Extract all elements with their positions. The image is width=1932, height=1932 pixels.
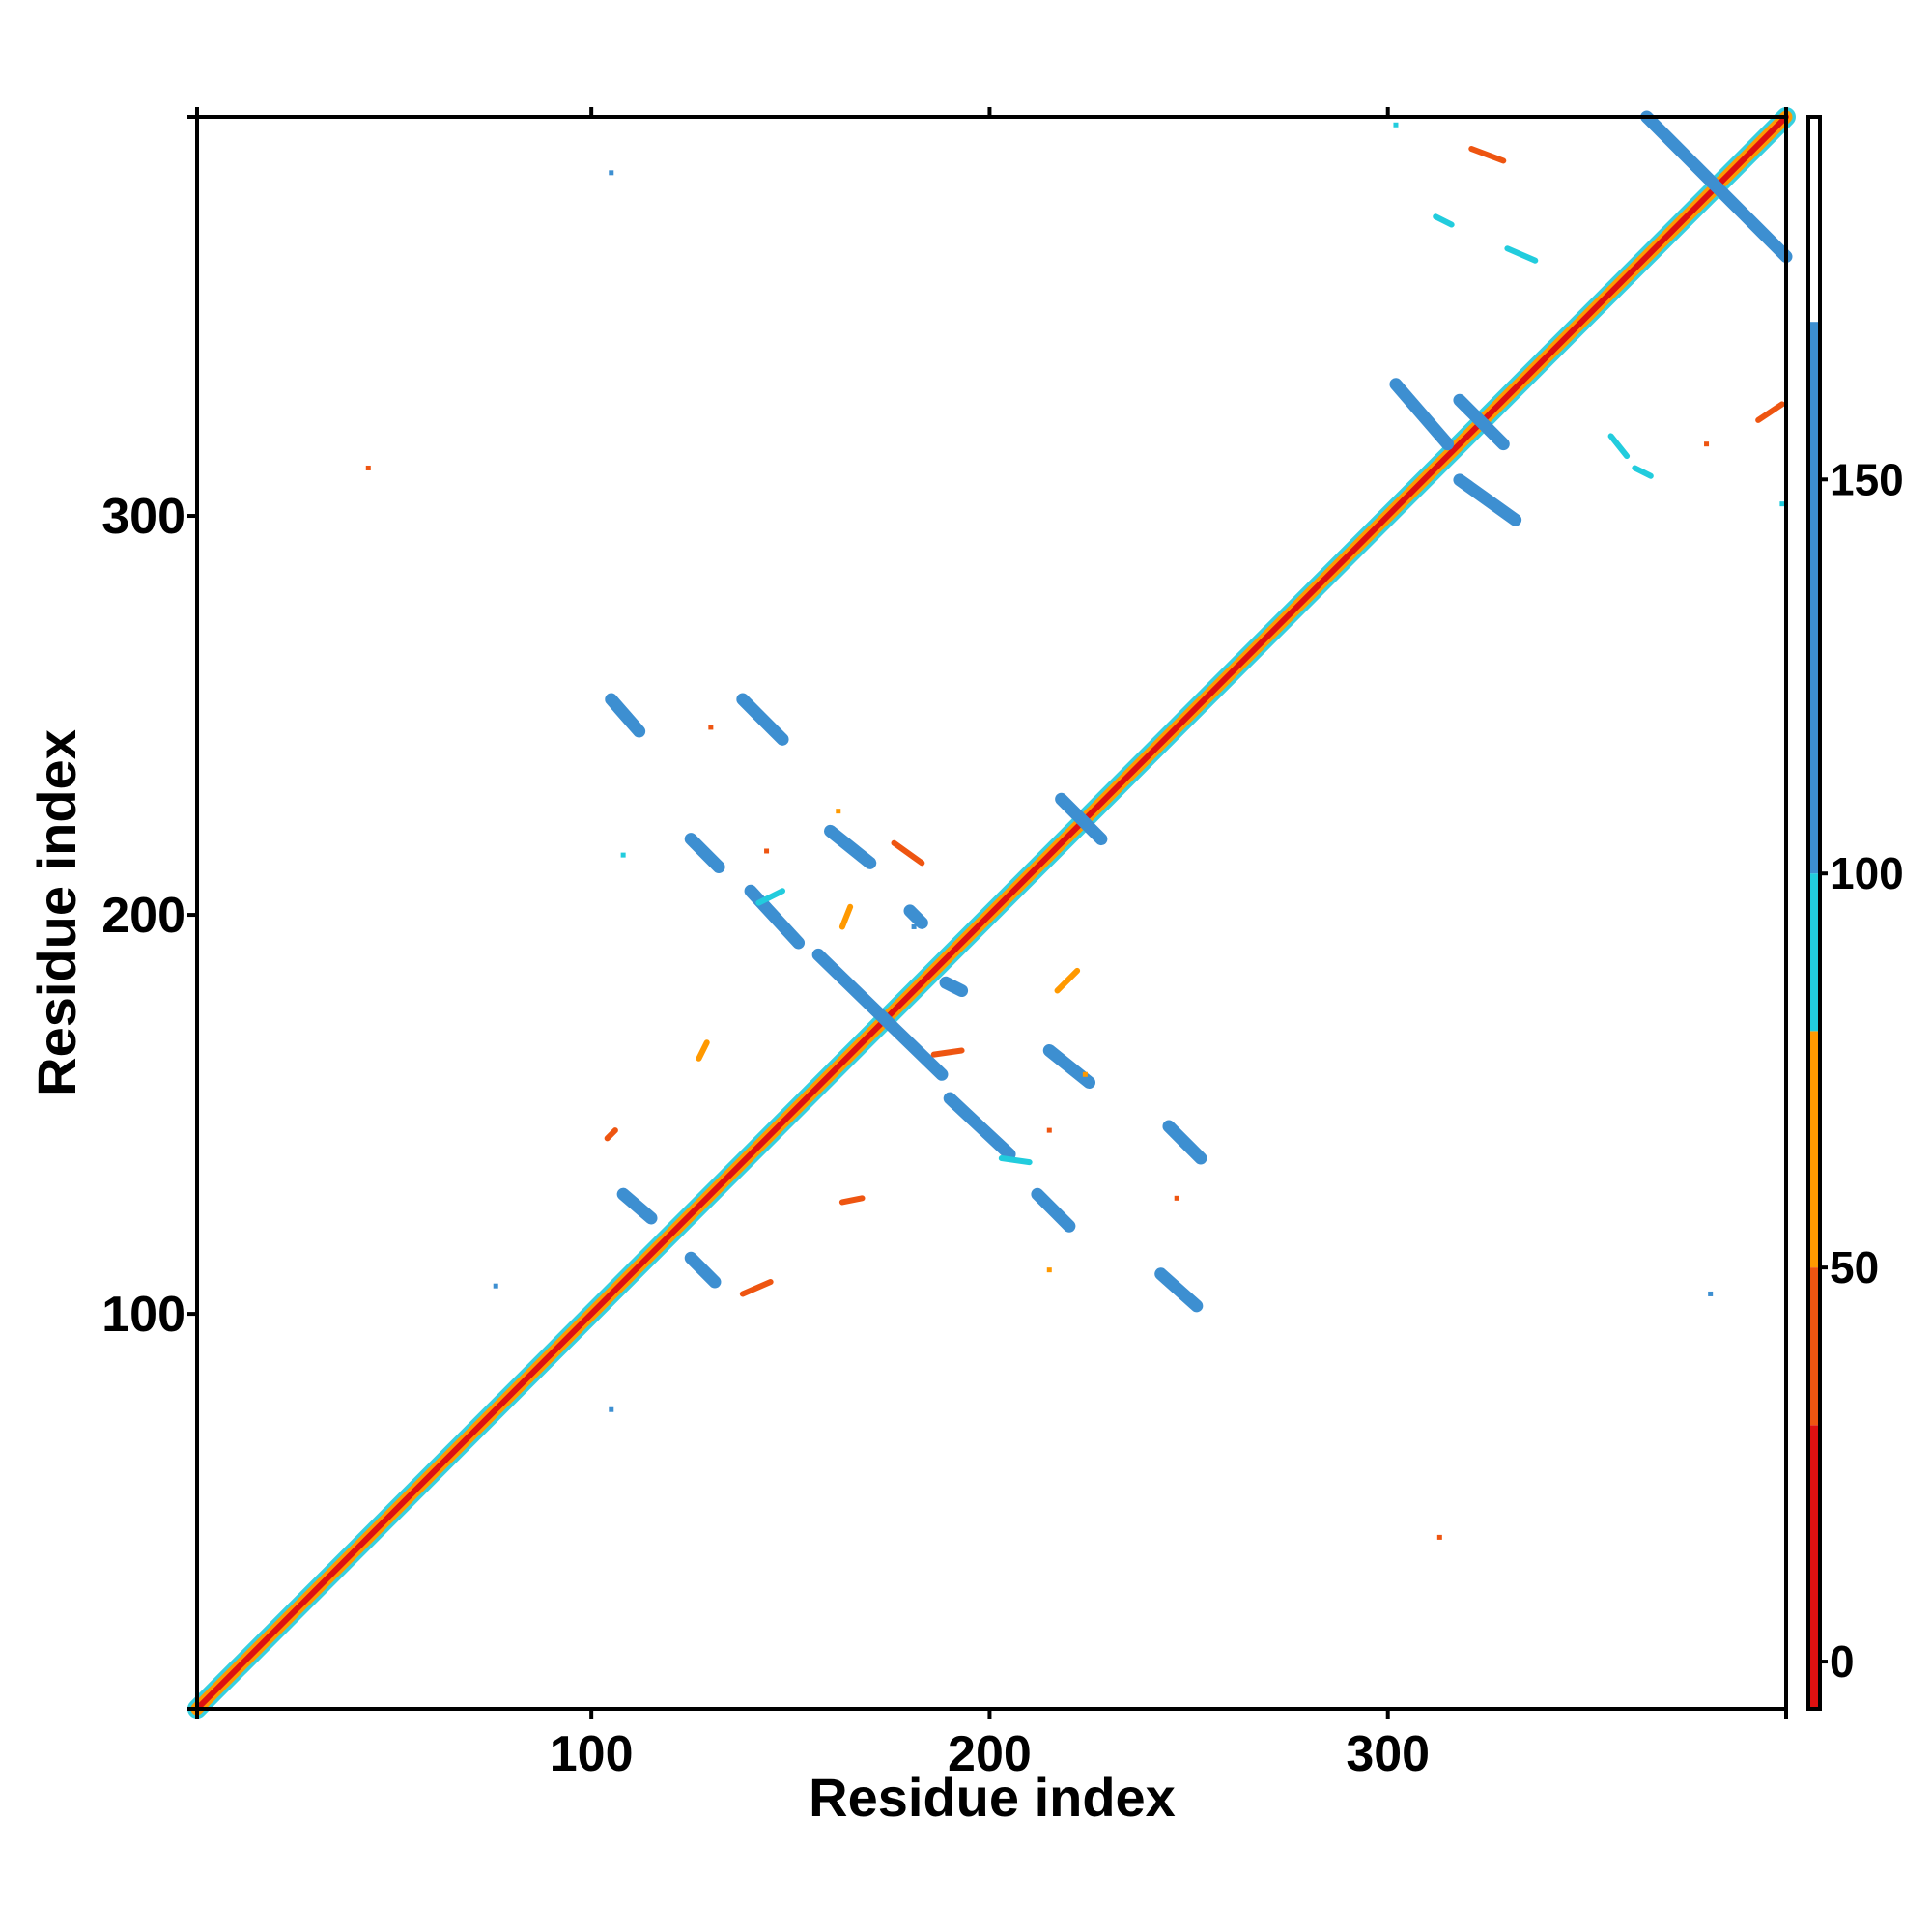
contact-segment-26 <box>838 903 854 930</box>
contact-segment-16 <box>1453 393 1510 451</box>
contact-segment-25 <box>1054 967 1081 994</box>
contact-point-10 <box>1046 1127 1052 1133</box>
contact-segment-22 <box>1607 433 1631 460</box>
x-tick-label-2: 300 <box>1346 1726 1430 1782</box>
y-tick-label-0: 100 <box>101 1287 185 1343</box>
colorbar: 0 50 100 150 <box>1806 115 1904 1711</box>
contact-segment-18 <box>1468 146 1507 164</box>
contact-segment-9 <box>616 1187 658 1225</box>
contact-point-17 <box>911 923 917 929</box>
colorbar-band-2 <box>1808 1031 1820 1268</box>
contact-segment-21 <box>1433 213 1455 228</box>
contact-segment-20 <box>1504 245 1539 264</box>
contact-segment-2 <box>684 833 725 874</box>
contact-point-9 <box>1046 1267 1052 1273</box>
colorbar-frame <box>1806 115 1822 1711</box>
plot-frame <box>195 115 1788 1711</box>
colorbar-band-1 <box>1808 1267 1820 1426</box>
contact-segment-13 <box>1389 378 1455 451</box>
x-axis-label: Residue index <box>809 1767 1176 1828</box>
colorbar-tick-label-0: 0 <box>1830 1636 1855 1687</box>
contact-point-14 <box>1393 122 1399 128</box>
contact-segment-8 <box>1162 1120 1208 1165</box>
plot-area <box>187 107 1796 1719</box>
contact-segment-23 <box>1632 465 1654 479</box>
contact-segment-29 <box>838 1195 866 1206</box>
contact-segment-34 <box>998 1155 1033 1166</box>
contact-segment-6 <box>943 1092 1016 1161</box>
contact-point-11 <box>1174 1195 1179 1201</box>
x-tick-label-0: 100 <box>550 1726 634 1782</box>
x-tick-label-1: 200 <box>948 1726 1032 1782</box>
contact-segment-30 <box>696 1039 710 1062</box>
colorbar-band-3 <box>1808 873 1820 1032</box>
contact-segment-31 <box>930 1047 965 1058</box>
contact-segment-17 <box>1055 792 1108 846</box>
colorbar-tick-label-1: 50 <box>1830 1242 1879 1293</box>
contact-point-12 <box>1082 1071 1088 1077</box>
contact-segment-28 <box>604 1127 618 1142</box>
contact-point-7 <box>708 724 714 730</box>
x-axis: 100 200 300 <box>195 107 1788 1782</box>
contact-point-16 <box>836 809 841 814</box>
contact-segment-10 <box>684 1251 722 1289</box>
contact-segment-1 <box>736 693 789 746</box>
contact-segment-3 <box>824 824 877 869</box>
contact-point-13 <box>1704 441 1710 447</box>
contact-segment-11 <box>1031 1187 1076 1233</box>
y-axis: 100 200 300 <box>101 115 197 1711</box>
contact-segment-7 <box>1042 1043 1096 1090</box>
contact-point-4 <box>1708 1291 1714 1296</box>
contact-segment-14 <box>1453 473 1522 526</box>
contact-segment-33 <box>903 904 928 929</box>
contact-segment-4 <box>744 884 806 950</box>
contact-segment-5 <box>811 948 949 1081</box>
y-tick-label-2: 300 <box>101 489 185 545</box>
contact-segment-12 <box>1154 1267 1204 1313</box>
contact-segment-19 <box>1755 401 1785 423</box>
contact-segment-32 <box>739 1279 774 1297</box>
y-axis-label: Residue index <box>26 729 87 1096</box>
contact-segment-24 <box>891 839 925 867</box>
contact-point-15 <box>1779 501 1785 507</box>
colorbar-band-4 <box>1808 322 1820 874</box>
diagonal-band-core <box>194 114 1789 1712</box>
contact-segment-27 <box>755 888 786 906</box>
contact-point-6 <box>620 852 626 858</box>
contact-point-8 <box>764 848 770 854</box>
contact-point-2 <box>609 1406 614 1412</box>
colorbar-band-5 <box>1808 117 1820 323</box>
colorbar-band-0 <box>1808 1425 1820 1709</box>
contact-segment-15 <box>1640 110 1793 264</box>
colorbar-tick-label-2: 100 <box>1830 848 1904 898</box>
y-tick-label-1: 200 <box>101 888 185 944</box>
contact-segment-35 <box>939 976 969 998</box>
colorbar-tick-label-3: 150 <box>1830 454 1904 504</box>
contact-point-3 <box>493 1283 498 1289</box>
contact-point-1 <box>365 465 371 470</box>
contact-point-5 <box>1436 1534 1442 1540</box>
contact-segment-0 <box>605 693 646 738</box>
contact-point-0 <box>609 170 614 176</box>
